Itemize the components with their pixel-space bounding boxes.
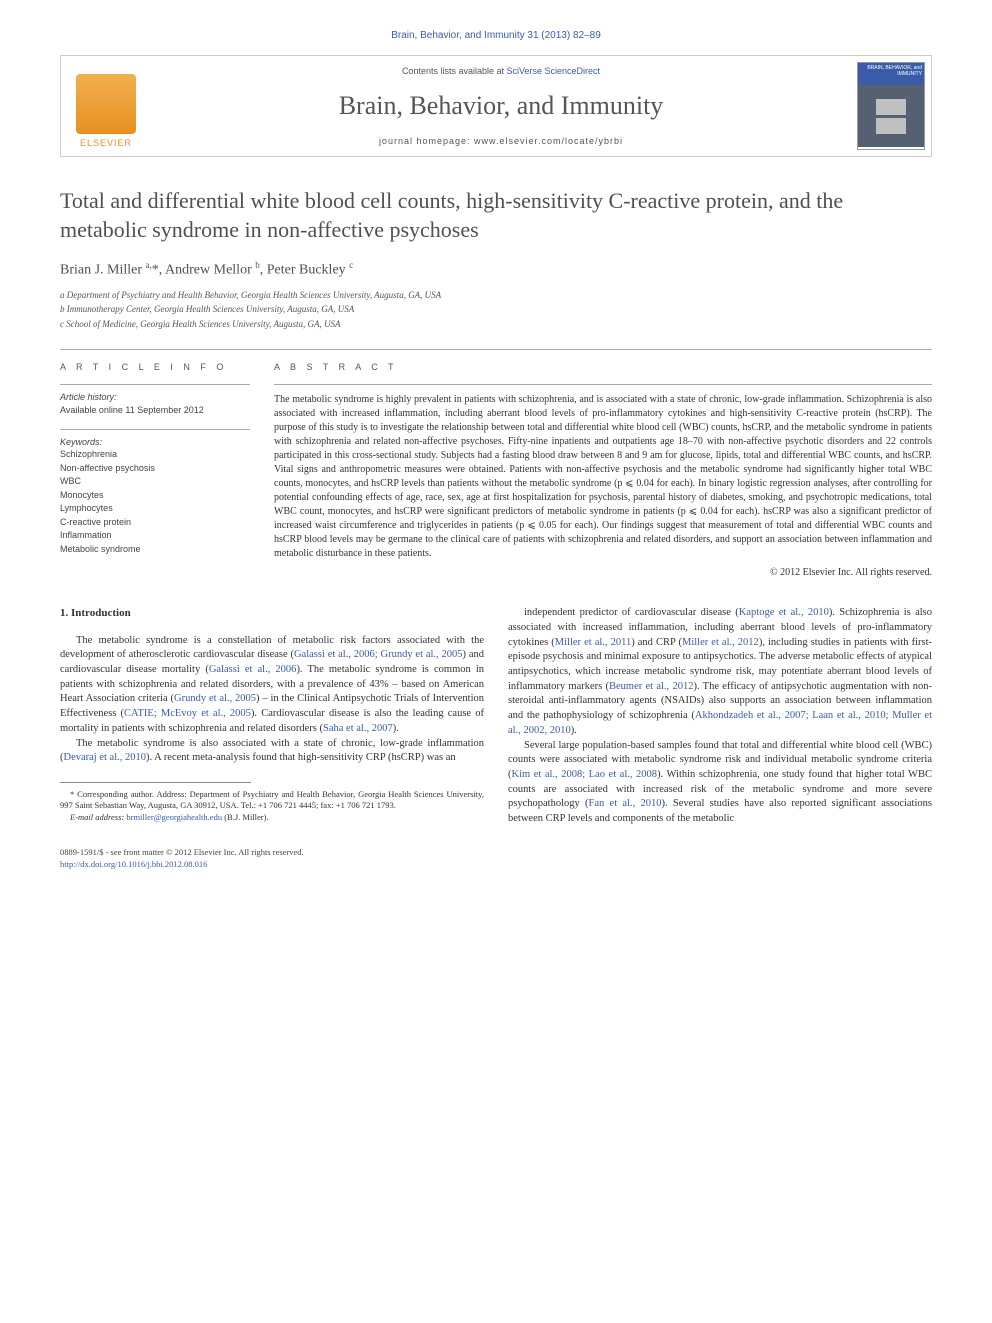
masthead-center: Contents lists available at SciVerse Sci… xyxy=(151,56,851,156)
keywords-list: Schizophrenia Non-affective psychosis WB… xyxy=(60,448,250,556)
keyword: Monocytes xyxy=(60,489,250,503)
body-paragraph: independent predictor of cardiovascular … xyxy=(508,606,932,738)
email-suffix: (B.J. Miller). xyxy=(224,812,268,822)
article-info-heading: A R T I C L E I N F O xyxy=(60,362,250,372)
body-paragraph: The metabolic syndrome is a constellatio… xyxy=(60,634,484,737)
keywords-block: Keywords: Schizophrenia Non-affective ps… xyxy=(60,429,250,557)
abstract-text: The metabolic syndrome is highly prevale… xyxy=(274,384,932,561)
publisher-label: ELSEVIER xyxy=(80,138,132,148)
keyword: Metabolic syndrome xyxy=(60,543,250,557)
keyword: Inflammation xyxy=(60,529,250,543)
email-link[interactable]: brmiller@georgiahealth.edu xyxy=(126,812,222,822)
body-col-right: independent predictor of cardiovascular … xyxy=(508,606,932,826)
cover-body xyxy=(858,85,924,147)
running-head: Brain, Behavior, and Immunity 31 (2013) … xyxy=(60,30,932,41)
journal-cover-cell: BRAIN, BEHAVIOR, and IMMUNITY xyxy=(851,56,931,156)
journal-cover-thumb: BRAIN, BEHAVIOR, and IMMUNITY xyxy=(857,62,925,150)
email-footnote: E-mail address: brmiller@georgiahealth.e… xyxy=(60,812,484,823)
keyword: Lymphocytes xyxy=(60,502,250,516)
issn-line: 0889-1591/$ - see front matter © 2012 El… xyxy=(60,847,932,859)
body-columns: 1. Introduction The metabolic syndrome i… xyxy=(60,606,932,826)
homepage-line: journal homepage: www.elsevier.com/locat… xyxy=(159,136,843,146)
history-value: Available online 11 September 2012 xyxy=(60,404,250,417)
homepage-prefix: journal homepage: xyxy=(379,136,474,146)
abstract-copyright: © 2012 Elsevier Inc. All rights reserved… xyxy=(274,567,932,578)
contents-available-line: Contents lists available at SciVerse Sci… xyxy=(159,66,843,76)
publisher-logo-cell: ELSEVIER xyxy=(61,56,151,156)
affiliation: c School of Medicine, Georgia Health Sci… xyxy=(60,318,932,332)
history-label: Article history: xyxy=(60,391,250,404)
elsevier-tree-icon xyxy=(76,74,136,134)
affiliation: b Immunotherapy Center, Georgia Health S… xyxy=(60,303,932,317)
page-footer: 0889-1591/$ - see front matter © 2012 El… xyxy=(60,847,932,871)
contents-prefix: Contents lists available at xyxy=(402,66,507,76)
corresponding-author-footnote: * Corresponding author. Address: Departm… xyxy=(60,789,484,812)
sciencedirect-link[interactable]: SciVerse ScienceDirect xyxy=(507,66,601,76)
abstract-heading: A B S T R A C T xyxy=(274,362,932,372)
homepage-url[interactable]: www.elsevier.com/locate/ybrbi xyxy=(474,136,623,146)
email-label: E-mail address: xyxy=(70,812,126,822)
authors-line: Brian J. Miller a,*, Andrew Mellor b, Pe… xyxy=(60,260,932,279)
article-title: Total and differential white blood cell … xyxy=(60,187,932,244)
keyword: Schizophrenia xyxy=(60,448,250,462)
journal-masthead: ELSEVIER Contents lists available at Sci… xyxy=(60,55,932,157)
keywords-label: Keywords: xyxy=(60,436,250,449)
intro-heading: 1. Introduction xyxy=(60,606,484,621)
affiliation: a Department of Psychiatry and Health Be… xyxy=(60,289,932,303)
journal-name: Brain, Behavior, and Immunity xyxy=(159,91,843,121)
keyword: C-reactive protein xyxy=(60,516,250,530)
article-info-col: A R T I C L E I N F O Article history: A… xyxy=(60,350,250,578)
body-col-left: 1. Introduction The metabolic syndrome i… xyxy=(60,606,484,826)
doi-link[interactable]: http://dx.doi.org/10.1016/j.bbi.2012.08.… xyxy=(60,859,207,869)
keyword: Non-affective psychosis xyxy=(60,462,250,476)
body-paragraph: Several large population-based samples f… xyxy=(508,739,932,827)
abstract-col: A B S T R A C T The metabolic syndrome i… xyxy=(274,350,932,578)
article-history-block: Article history: Available online 11 Sep… xyxy=(60,384,250,416)
cover-header: BRAIN, BEHAVIOR, and IMMUNITY xyxy=(858,63,924,85)
keyword: WBC xyxy=(60,475,250,489)
footnote-rule xyxy=(60,782,251,783)
info-abstract-row: A R T I C L E I N F O Article history: A… xyxy=(60,349,932,578)
body-paragraph: The metabolic syndrome is also associate… xyxy=(60,737,484,766)
affiliations: a Department of Psychiatry and Health Be… xyxy=(60,289,932,332)
